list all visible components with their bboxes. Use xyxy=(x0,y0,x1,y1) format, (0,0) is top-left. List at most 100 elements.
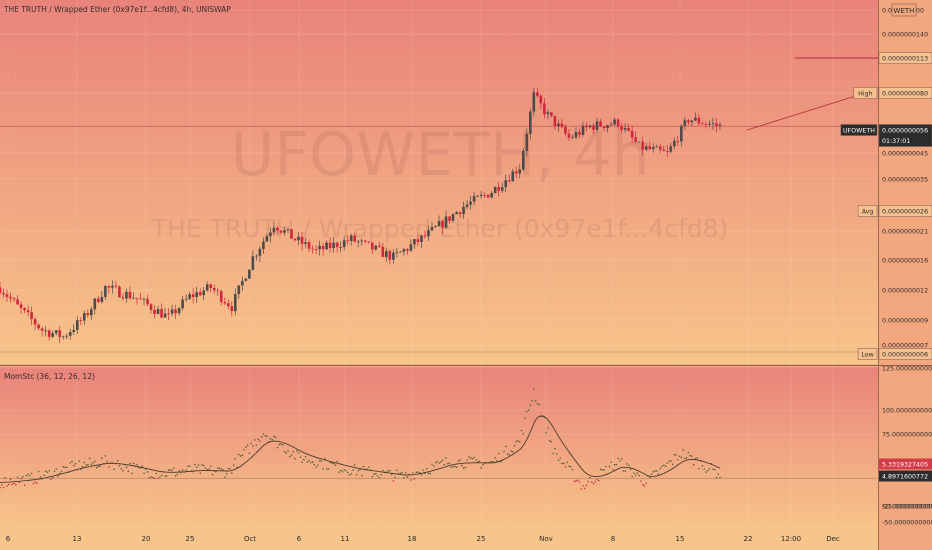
candle-body xyxy=(47,330,51,337)
momentum-point xyxy=(642,484,644,486)
momentum-point xyxy=(333,463,335,465)
momentum-point xyxy=(633,472,635,474)
momentum-point xyxy=(631,475,633,478)
momentum-point xyxy=(538,403,540,406)
candle-body xyxy=(118,286,121,298)
momentum-point xyxy=(101,457,103,459)
price-marker-tag-box xyxy=(857,205,878,217)
price-tick-label: 0.0000000045 xyxy=(882,151,928,158)
momentum-point xyxy=(250,442,252,444)
price-marker-tag-box xyxy=(840,124,878,136)
momentum-point xyxy=(182,469,184,471)
momentum-point xyxy=(62,466,64,468)
candle-body xyxy=(279,230,283,233)
momentum-point xyxy=(417,471,419,473)
momentum-point xyxy=(324,457,326,460)
candle-body xyxy=(571,137,574,139)
momentum-point xyxy=(454,465,456,468)
time-tick-label: 25 xyxy=(477,535,486,543)
momentum-point xyxy=(580,488,582,490)
momentum-point xyxy=(85,464,87,467)
currency-badge-box[interactable] xyxy=(891,3,917,17)
candle-body xyxy=(311,248,314,250)
momentum-point xyxy=(585,484,588,486)
candle-body xyxy=(188,294,191,299)
time-axis-background[interactable] xyxy=(0,527,878,550)
momentum-point xyxy=(376,475,379,477)
momentum-point xyxy=(703,468,705,470)
indicator-axis[interactable]: 125.0000000000 100.0000000000 75.000000000… xyxy=(879,366,932,527)
candle-body xyxy=(321,245,325,250)
momentum-point xyxy=(436,460,438,463)
momentum-point xyxy=(297,452,300,454)
candle-body xyxy=(325,242,328,250)
momentum-point xyxy=(670,460,672,462)
candle-body xyxy=(167,313,170,315)
candle-body xyxy=(599,121,602,127)
candle-body xyxy=(58,330,62,338)
momentum-point xyxy=(113,468,115,471)
momentum-point xyxy=(547,427,549,429)
time-axis[interactable]: 6 13 20 25 Oct 6 11 18 25 Nov 8 15 22 12:00 Dec xyxy=(6,535,840,543)
time-tick-label: 15 xyxy=(676,535,685,543)
candle-body xyxy=(300,236,304,244)
price-marker-label: 0.0000000026 xyxy=(882,209,928,216)
momentum-point xyxy=(549,440,551,442)
candle-body xyxy=(40,328,44,331)
momentum-point xyxy=(27,473,29,475)
candle-body xyxy=(86,313,90,316)
momentum-point xyxy=(412,472,414,474)
candle-body xyxy=(318,245,321,250)
momentum-point xyxy=(254,439,256,441)
price-tick-label: 0.0000000140 xyxy=(882,32,928,39)
candle-body xyxy=(5,294,9,297)
candle-body xyxy=(353,235,357,242)
momentum-point xyxy=(477,461,479,463)
price-axis[interactable]: 0.0000000000.00000001400.00000000800.000… xyxy=(840,8,932,360)
momentum-point xyxy=(512,451,514,453)
candle-body xyxy=(177,308,181,314)
price-marker-label: 0.0000000006 xyxy=(882,352,928,359)
momentum-point xyxy=(687,452,690,454)
candle-body xyxy=(82,313,86,321)
price-marker-box xyxy=(878,124,932,147)
candle-body xyxy=(9,296,12,299)
momentum-point xyxy=(64,466,66,469)
momentum-point xyxy=(210,465,212,467)
momentum-point xyxy=(371,476,373,478)
momentum-point xyxy=(118,465,121,467)
candle-body xyxy=(500,187,504,191)
candle-body xyxy=(627,128,630,131)
momentum-point xyxy=(591,481,593,483)
price-marker-box xyxy=(878,348,932,360)
candle-body xyxy=(592,125,595,130)
candle-body xyxy=(430,227,434,231)
momentum-point xyxy=(308,460,310,462)
momentum-point xyxy=(361,474,363,477)
momentum-point xyxy=(415,471,417,474)
candle-body xyxy=(655,146,659,148)
momentum-point xyxy=(410,479,412,481)
momentum-point xyxy=(345,470,347,472)
price-tick-label: 0.0000000016 xyxy=(882,258,928,265)
momentum-point xyxy=(322,468,324,470)
indicator-title[interactable]: MomStc (36, 12, 26, 12) xyxy=(4,372,95,381)
momentum-point xyxy=(290,454,293,456)
momentum-point xyxy=(668,460,670,462)
momentum-point xyxy=(466,459,468,461)
candle-body xyxy=(399,251,402,253)
symbol-title[interactable]: THE TRUTH / Wrapped Ether (0x97e1f...4cf… xyxy=(3,5,231,14)
watermark-description: THE TRUTH / Wrapped Ether (0x97e1f...4cf… xyxy=(151,214,729,243)
candle-body xyxy=(349,235,353,242)
momentum-point xyxy=(23,484,26,486)
momentum-point xyxy=(715,476,718,479)
momentum-point xyxy=(378,476,380,479)
momentum-point xyxy=(498,452,500,455)
momentum-point xyxy=(294,457,296,460)
momentum-point xyxy=(573,480,575,483)
currency-badge[interactable]: WETH xyxy=(894,7,915,15)
candle-body xyxy=(680,125,683,142)
indicator-tick-label: 100.0000000000 xyxy=(882,408,932,415)
candle-body xyxy=(234,294,237,312)
